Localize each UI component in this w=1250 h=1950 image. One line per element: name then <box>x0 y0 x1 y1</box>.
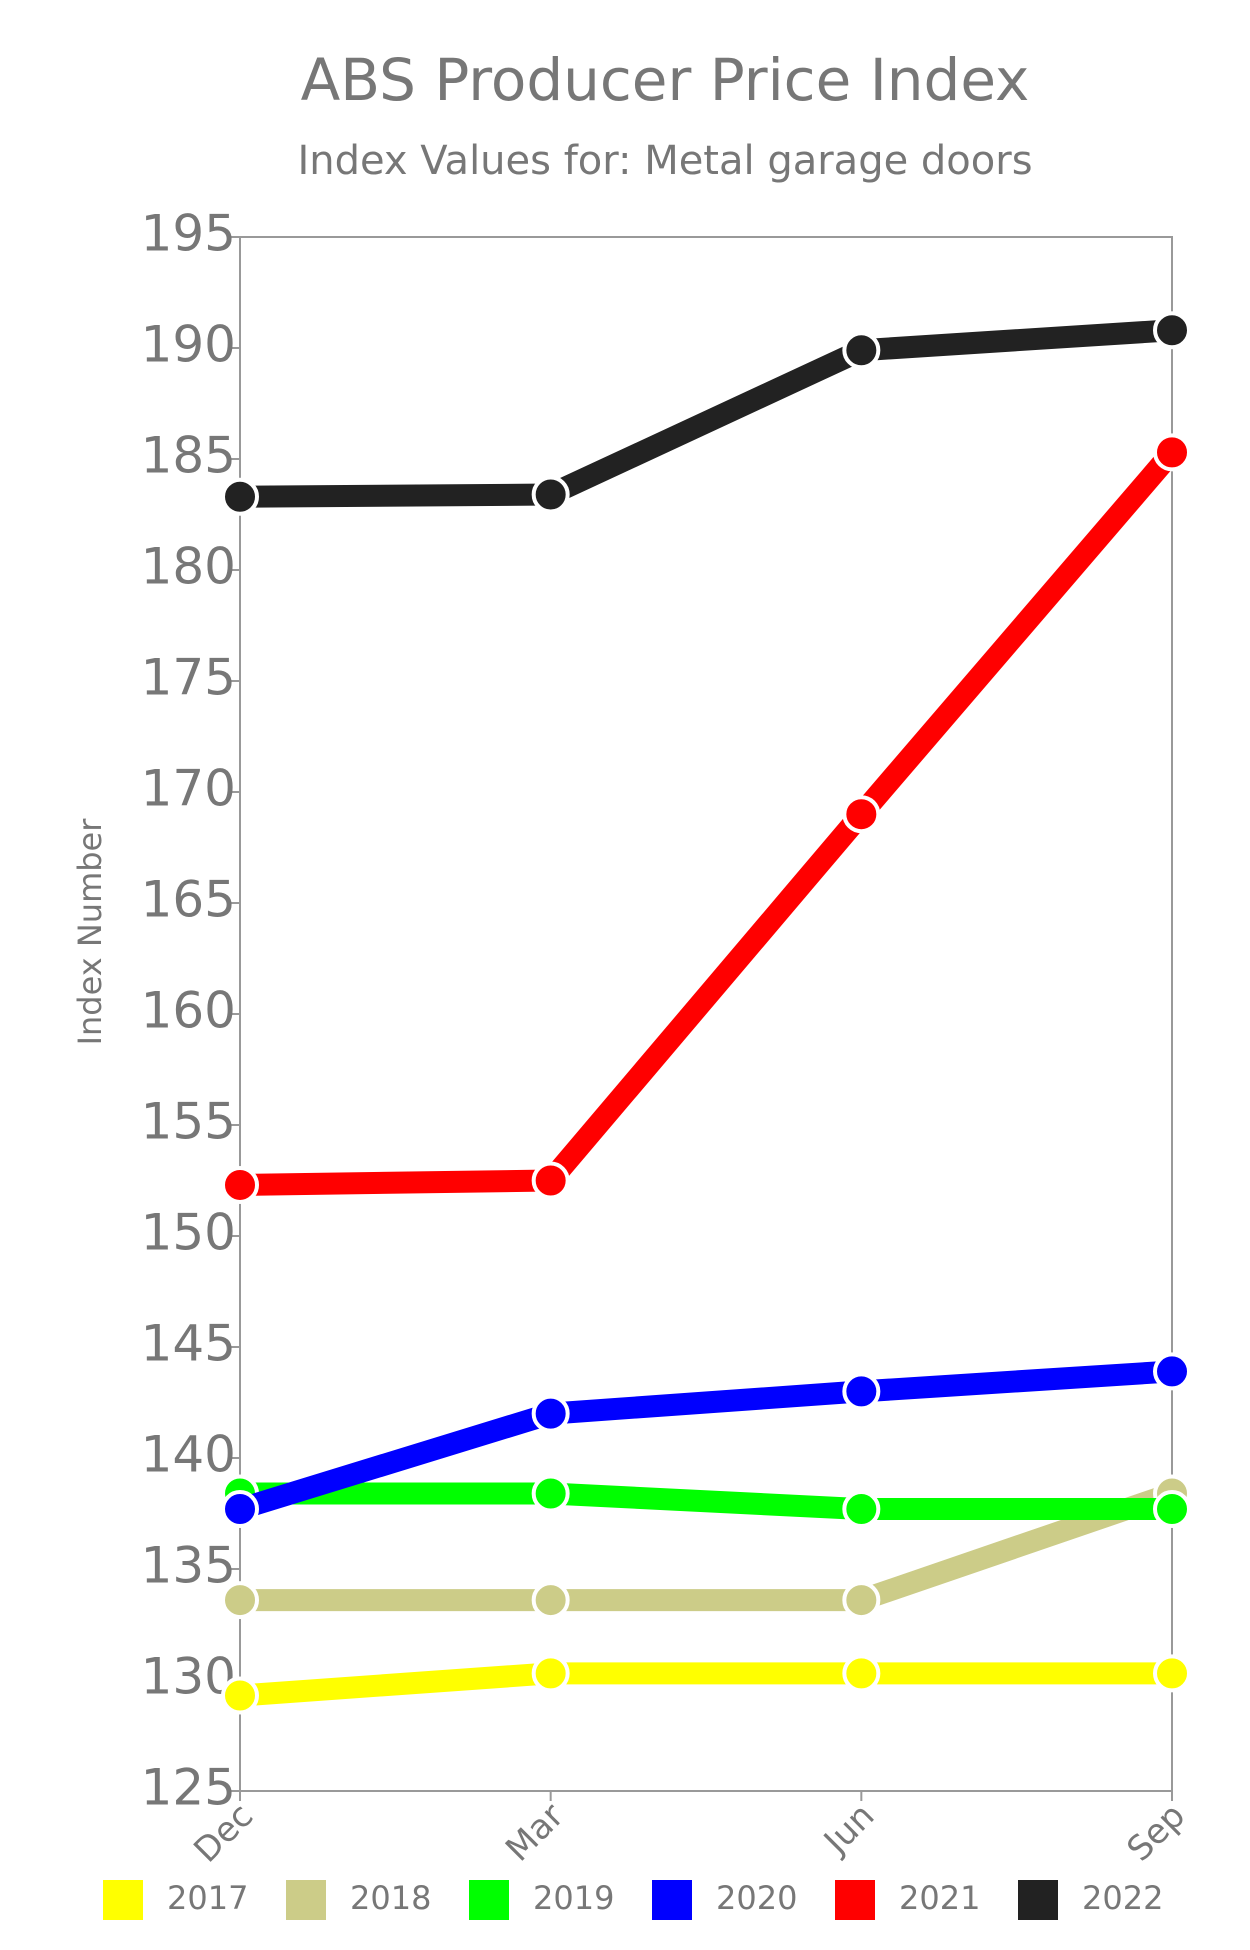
legend-label: 2019 <box>533 1879 614 1917</box>
data-point <box>842 1581 881 1620</box>
legend-swatch[interactable] <box>652 1880 692 1920</box>
series-line <box>239 445 1181 1196</box>
legend-swatch[interactable] <box>469 1880 509 1920</box>
series-line <box>240 1483 1176 1612</box>
x-tick-label: Jun <box>815 1796 882 1863</box>
legend-label: 2022 <box>1082 1879 1163 1917</box>
data-point <box>221 1676 259 1715</box>
chart-subtitle: Index Values for: Metal garage doors <box>297 138 1032 184</box>
y-tick-label: 160 <box>141 982 236 1040</box>
legend-label: 2018 <box>350 1879 431 1917</box>
data-point <box>842 1654 881 1693</box>
legend-swatch[interactable] <box>103 1880 143 1920</box>
series-line <box>239 1662 1172 1707</box>
data-point <box>1153 1490 1191 1529</box>
y-tick-label: 140 <box>141 1426 236 1484</box>
legend-label: 2020 <box>716 1879 797 1917</box>
data-point <box>842 795 881 834</box>
x-tick-label: Mar <box>498 1796 572 1870</box>
y-tick-label: 185 <box>141 427 236 485</box>
data-point <box>842 331 881 370</box>
data-point <box>1153 1352 1191 1391</box>
y-tick-label: 135 <box>141 1537 236 1595</box>
data-point <box>531 1161 570 1200</box>
y-tick-label: 155 <box>141 1093 236 1151</box>
y-tick-label: 170 <box>141 760 236 818</box>
data-point <box>221 1581 259 1620</box>
series-line <box>240 1482 1172 1521</box>
y-tick-label: 145 <box>141 1315 236 1373</box>
data-point <box>531 1654 570 1693</box>
y-tick-label: 165 <box>141 871 236 929</box>
series-line <box>236 1360 1173 1520</box>
data-point <box>531 1474 570 1513</box>
data-point <box>1153 433 1191 472</box>
y-tick-label: 130 <box>141 1648 236 1706</box>
data-point <box>1153 311 1191 350</box>
data-point <box>842 1490 881 1529</box>
y-axis-label: Index Number <box>71 818 109 1046</box>
data-point <box>531 475 570 514</box>
y-tick-label: 180 <box>141 538 236 596</box>
legend-label: 2017 <box>167 1879 248 1917</box>
legend-swatch[interactable] <box>835 1880 875 1920</box>
data-point <box>221 477 259 516</box>
y-tick-label: 195 <box>141 205 236 263</box>
y-tick-label: 125 <box>141 1759 236 1817</box>
data-point <box>221 1165 259 1204</box>
series-line <box>239 319 1173 508</box>
chart-title: ABS Producer Price Index <box>301 46 1030 114</box>
data-point <box>842 1372 881 1411</box>
data-point <box>1153 1654 1191 1693</box>
data-point <box>221 1490 259 1529</box>
y-tick-label: 175 <box>141 649 236 707</box>
x-tick-label: Sep <box>1119 1796 1193 1870</box>
data-point <box>531 1581 570 1620</box>
legend-swatch[interactable] <box>286 1880 326 1920</box>
legend-swatch[interactable] <box>1018 1880 1058 1920</box>
y-tick-label: 190 <box>141 316 236 374</box>
y-tick-label: 150 <box>141 1204 236 1262</box>
legend-label: 2021 <box>899 1879 980 1917</box>
data-point <box>531 1394 570 1433</box>
